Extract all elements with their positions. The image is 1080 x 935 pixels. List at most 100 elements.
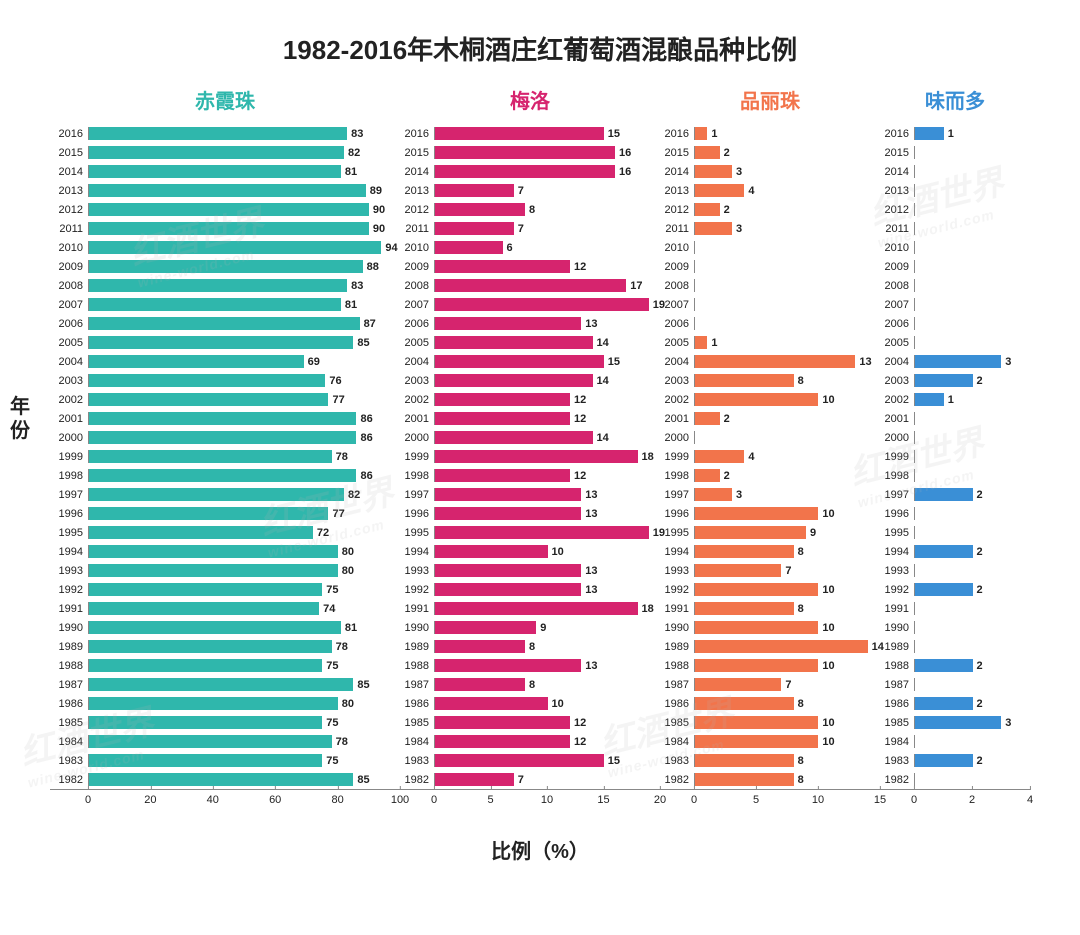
bar-fill xyxy=(89,678,353,691)
bar-row: 199081 xyxy=(50,618,400,637)
bar-track: 10 xyxy=(694,621,880,634)
bar-fill xyxy=(435,317,581,330)
bar-track xyxy=(914,507,1030,520)
year-label: 2012 xyxy=(50,204,88,216)
panel-header-chixiazhu: 赤霞珠 xyxy=(50,85,400,114)
bar-fill xyxy=(435,127,604,140)
bar-row: 2012 xyxy=(880,200,1030,219)
year-label: 1990 xyxy=(880,622,914,634)
bar-row: 200912 xyxy=(400,257,660,276)
year-label: 1986 xyxy=(660,698,694,710)
year-label: 2000 xyxy=(660,432,694,444)
year-label: 2005 xyxy=(50,337,88,349)
year-label: 1992 xyxy=(400,584,434,596)
bar-fill xyxy=(695,393,818,406)
bar-value: 9 xyxy=(806,527,816,539)
bar-row: 199782 xyxy=(50,485,400,504)
bar-track: 85 xyxy=(88,678,400,691)
bar-track: 2 xyxy=(914,583,1030,596)
year-label: 1984 xyxy=(660,736,694,748)
bar-fill xyxy=(435,697,548,710)
bar-row: 201094 xyxy=(50,238,400,257)
bar-value: 16 xyxy=(615,147,631,159)
bar-track: 86 xyxy=(88,412,400,425)
year-label: 1983 xyxy=(660,755,694,767)
x-tick: 0 xyxy=(85,794,91,806)
year-label: 2008 xyxy=(400,280,434,292)
bar-row: 20161 xyxy=(660,124,880,143)
bar-track: 77 xyxy=(88,393,400,406)
bar-track: 8 xyxy=(434,678,660,691)
bar-row: 19973 xyxy=(660,485,880,504)
bar-value: 18 xyxy=(638,451,654,463)
bar-row: 19994 xyxy=(660,447,880,466)
year-label: 2015 xyxy=(660,147,694,159)
bar-fill xyxy=(435,203,525,216)
bar-row: 198813 xyxy=(400,656,660,675)
bar-track: 81 xyxy=(88,165,400,178)
bar-value: 15 xyxy=(604,128,620,140)
year-label: 2014 xyxy=(400,166,434,178)
bar-fill xyxy=(695,602,794,615)
bar-value: 75 xyxy=(322,755,338,767)
bar-value: 3 xyxy=(732,489,742,501)
bar-row: 200086 xyxy=(50,428,400,447)
bar-track xyxy=(914,298,1030,311)
bar-value: 75 xyxy=(322,660,338,672)
year-label: 1988 xyxy=(660,660,694,672)
bar-value: 81 xyxy=(341,166,357,178)
bar-row: 1991 xyxy=(880,599,1030,618)
bar-track: 2 xyxy=(694,203,880,216)
year-label: 2005 xyxy=(880,337,914,349)
year-label: 2015 xyxy=(50,147,88,159)
year-label: 2002 xyxy=(880,394,914,406)
year-label: 2010 xyxy=(400,242,434,254)
x-axis-pinlizhu: 051015 xyxy=(660,789,880,811)
year-label: 1986 xyxy=(50,698,88,710)
bar-row: 19972 xyxy=(880,485,1030,504)
bar-row: 200469 xyxy=(50,352,400,371)
bar-track xyxy=(914,146,1030,159)
year-label: 1985 xyxy=(50,717,88,729)
bar-track: 87 xyxy=(88,317,400,330)
bar-track: 8 xyxy=(434,640,660,653)
bar-track xyxy=(914,450,1030,463)
bar-fill xyxy=(915,659,973,672)
year-label: 2012 xyxy=(660,204,694,216)
bar-row: 200687 xyxy=(50,314,400,333)
bar-value: 8 xyxy=(794,774,804,786)
year-label: 2006 xyxy=(50,318,88,330)
bar-fill xyxy=(89,621,341,634)
bar-track: 15 xyxy=(434,355,660,368)
bar-row: 2000 xyxy=(660,428,880,447)
year-label: 2014 xyxy=(880,166,914,178)
bars-chixiazhu: 2016832015822014812013892012902011902010… xyxy=(50,124,400,789)
bar-row: 201290 xyxy=(50,200,400,219)
year-label: 1993 xyxy=(660,565,694,577)
bar-value: 15 xyxy=(604,356,620,368)
bar-value: 78 xyxy=(332,451,348,463)
bar-track xyxy=(914,640,1030,653)
bar-fill xyxy=(89,317,360,330)
bar-track: 12 xyxy=(434,393,660,406)
bar-value: 85 xyxy=(353,679,369,691)
bar-row: 1999 xyxy=(880,447,1030,466)
bar-value: 12 xyxy=(570,717,586,729)
year-label: 1992 xyxy=(880,584,914,596)
year-label: 1992 xyxy=(660,584,694,596)
year-label: 2015 xyxy=(400,147,434,159)
bar-value: 86 xyxy=(356,470,372,482)
bar-row: 201683 xyxy=(50,124,400,143)
bar-track: 86 xyxy=(88,431,400,444)
bar-fill xyxy=(915,374,973,387)
bar-value: 1 xyxy=(707,337,717,349)
bar-row: 2014 xyxy=(880,162,1030,181)
bar-value: 83 xyxy=(347,128,363,140)
bar-fill xyxy=(435,583,581,596)
bar-fill xyxy=(89,184,366,197)
panel-header-pinlizhu: 品丽珠 xyxy=(660,85,880,114)
bar-track: 75 xyxy=(88,583,400,596)
bar-value: 2 xyxy=(973,755,983,767)
x-tick: 0 xyxy=(911,794,917,806)
bar-row: 198575 xyxy=(50,713,400,732)
